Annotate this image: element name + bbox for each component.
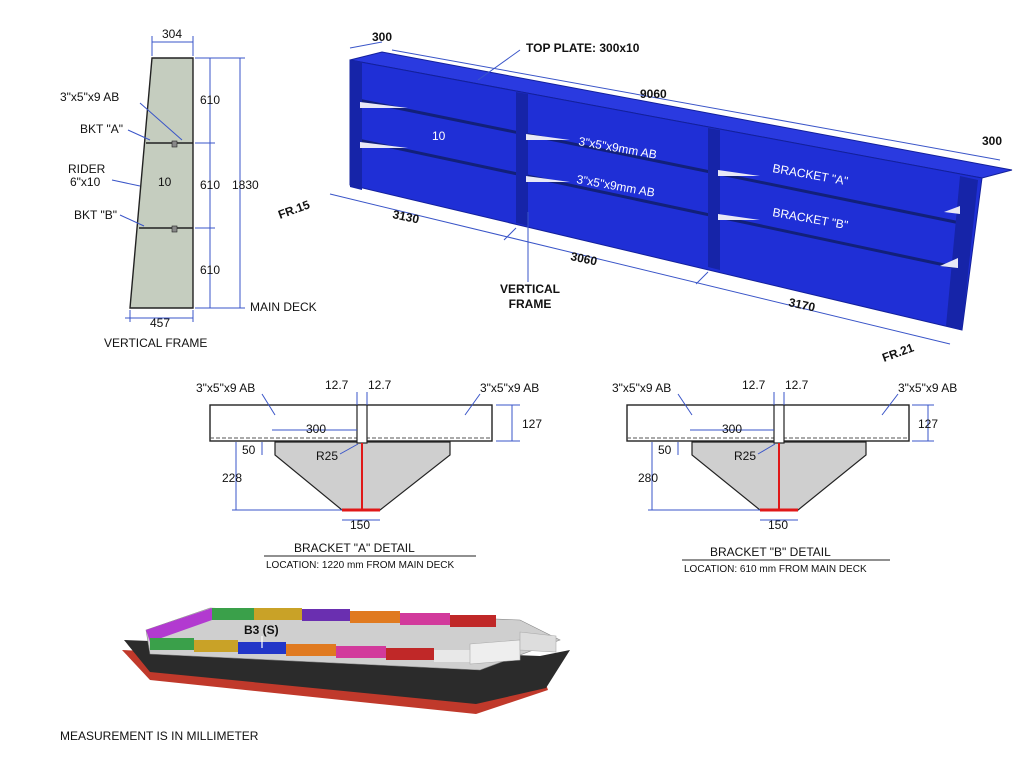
- bkt-a-dim-150: 150: [350, 518, 370, 532]
- iso-bracket-4: [526, 176, 570, 182]
- iso-dim-top-width: 300: [372, 30, 392, 44]
- vf-label-bkt-b: BKT "B": [74, 208, 117, 222]
- bkt-a-dim-height: 228: [222, 471, 242, 485]
- iso-dim-right-width: 300: [982, 134, 1002, 148]
- bkt-a-dim-127: 127: [522, 417, 542, 431]
- iso-vertical-frame-4: [946, 176, 978, 330]
- bkt-a-dim-50: 50: [242, 443, 256, 457]
- bkt-a-gap-left: 12.7: [325, 378, 349, 392]
- bkt-a-title: BRACKET "A" DETAIL: [294, 541, 415, 555]
- bracket-b-detail: 12.7 12.7 3"x5"x9 AB 3"x5"x9 AB 300 127 …: [612, 378, 957, 575]
- vf-dim-seg-3: 610: [200, 263, 220, 277]
- iso-bracket-7: [944, 206, 960, 214]
- bkt-b-title: BRACKET "B" DETAIL: [710, 545, 831, 559]
- bkt-b-mark: [171, 225, 178, 233]
- iso-ab-line-1: [357, 98, 971, 227]
- iso-vertical-frame-2: [516, 92, 528, 226]
- vf-dim-total: 1830: [232, 178, 259, 192]
- footer-note: MEASUREMENT IS IN MILLIMETER: [60, 729, 259, 743]
- vf-dim-seg-1: 610: [200, 93, 220, 107]
- vf-label-bkt-a: BKT "A": [80, 122, 123, 136]
- iso-bracket-6: [718, 214, 760, 220]
- iso-bracket-3: [526, 134, 570, 140]
- vf-dim-bottom: 457: [150, 316, 170, 330]
- bkt-b-dim-150: 150: [768, 518, 788, 532]
- vertical-frame-view: 304 610 610 610 1830 457 3"x5"x9 AB BKT …: [60, 27, 317, 350]
- bkt-a-mark: [171, 140, 178, 148]
- bkt-a-ab-right: 3"x5"x9 AB: [480, 381, 539, 395]
- bkt-b-radius: R25: [734, 449, 756, 463]
- bkt-b-gap-left: 12.7: [742, 378, 766, 392]
- iso-vertical-frame-1: [350, 60, 362, 190]
- iso-bracket-8: [940, 258, 958, 268]
- iso-bracket-1: [360, 102, 408, 108]
- iso-frame-start: FR.15: [276, 197, 312, 221]
- barge-label: B3 (S): [244, 623, 279, 637]
- iso-plate-thickness: 10: [432, 129, 446, 143]
- isometric-view: 300 TOP PLATE: 300x10 9060 300 10 3"x5"x…: [276, 30, 1013, 365]
- bkt-a-location: LOCATION: 1220 mm FROM MAIN DECK: [266, 560, 455, 571]
- vf-main-deck: MAIN DECK: [250, 300, 317, 314]
- bkt-b-dim-height: 280: [638, 471, 658, 485]
- bkt-b-dim-127: 127: [918, 417, 938, 431]
- bkt-a-ab-left: 3"x5"x9 AB: [196, 381, 255, 395]
- vertical-frame-plate: [129, 57, 194, 309]
- bkt-b-ab-right: 3"x5"x9 AB: [898, 381, 957, 395]
- vf-dim-seg-2: 610: [200, 178, 220, 192]
- iso-vertical-label-2: FRAME: [509, 297, 552, 311]
- bracket-a-detail: 12.7 12.7 3"x5"x9 AB 3"x5"x9 AB 300 127 …: [196, 378, 542, 571]
- iso-span-3: 3170: [787, 295, 816, 314]
- bkt-a-radius: R25: [316, 449, 338, 463]
- bkt-b-ab-left: 3"x5"x9 AB: [612, 381, 671, 395]
- bkt-b-location: LOCATION: 610 mm FROM MAIN DECK: [684, 564, 867, 575]
- vf-plate-thickness: 10: [158, 175, 172, 189]
- vf-caption: VERTICAL FRAME: [104, 336, 207, 350]
- bkt-a-gap-right: 12.7: [368, 378, 392, 392]
- bracket-b-flange: [626, 404, 910, 442]
- iso-ab-line-2: [357, 138, 969, 272]
- iso-span-1: 3130: [391, 207, 420, 226]
- iso-frame-end: FR.21: [880, 340, 916, 364]
- vf-label-rider-1: RIDER: [68, 162, 106, 176]
- vf-dim-top: 304: [162, 27, 182, 41]
- vf-label-ab: 3"x5"x9 AB: [60, 90, 119, 104]
- bkt-b-gap-right: 12.7: [785, 378, 809, 392]
- iso-dim-length: 9060: [640, 87, 667, 101]
- iso-span-2: 3060: [569, 249, 598, 268]
- iso-vertical-label-1: VERTICAL: [500, 282, 560, 296]
- bkt-a-dim-300: 300: [306, 422, 326, 436]
- iso-vertical-frame-3: [708, 128, 720, 270]
- vf-label-rider-2: 6"x10: [70, 175, 101, 189]
- iso-top-plate-label: TOP PLATE: 300x10: [526, 41, 640, 55]
- bkt-b-dim-300: 300: [722, 422, 742, 436]
- iso-bracket-2: [360, 142, 408, 148]
- bkt-b-dim-50: 50: [658, 443, 672, 457]
- barge-illustration: B3 (S): [122, 607, 570, 714]
- bracket-a-flange: [209, 404, 493, 442]
- iso-bracket-5: [718, 170, 760, 176]
